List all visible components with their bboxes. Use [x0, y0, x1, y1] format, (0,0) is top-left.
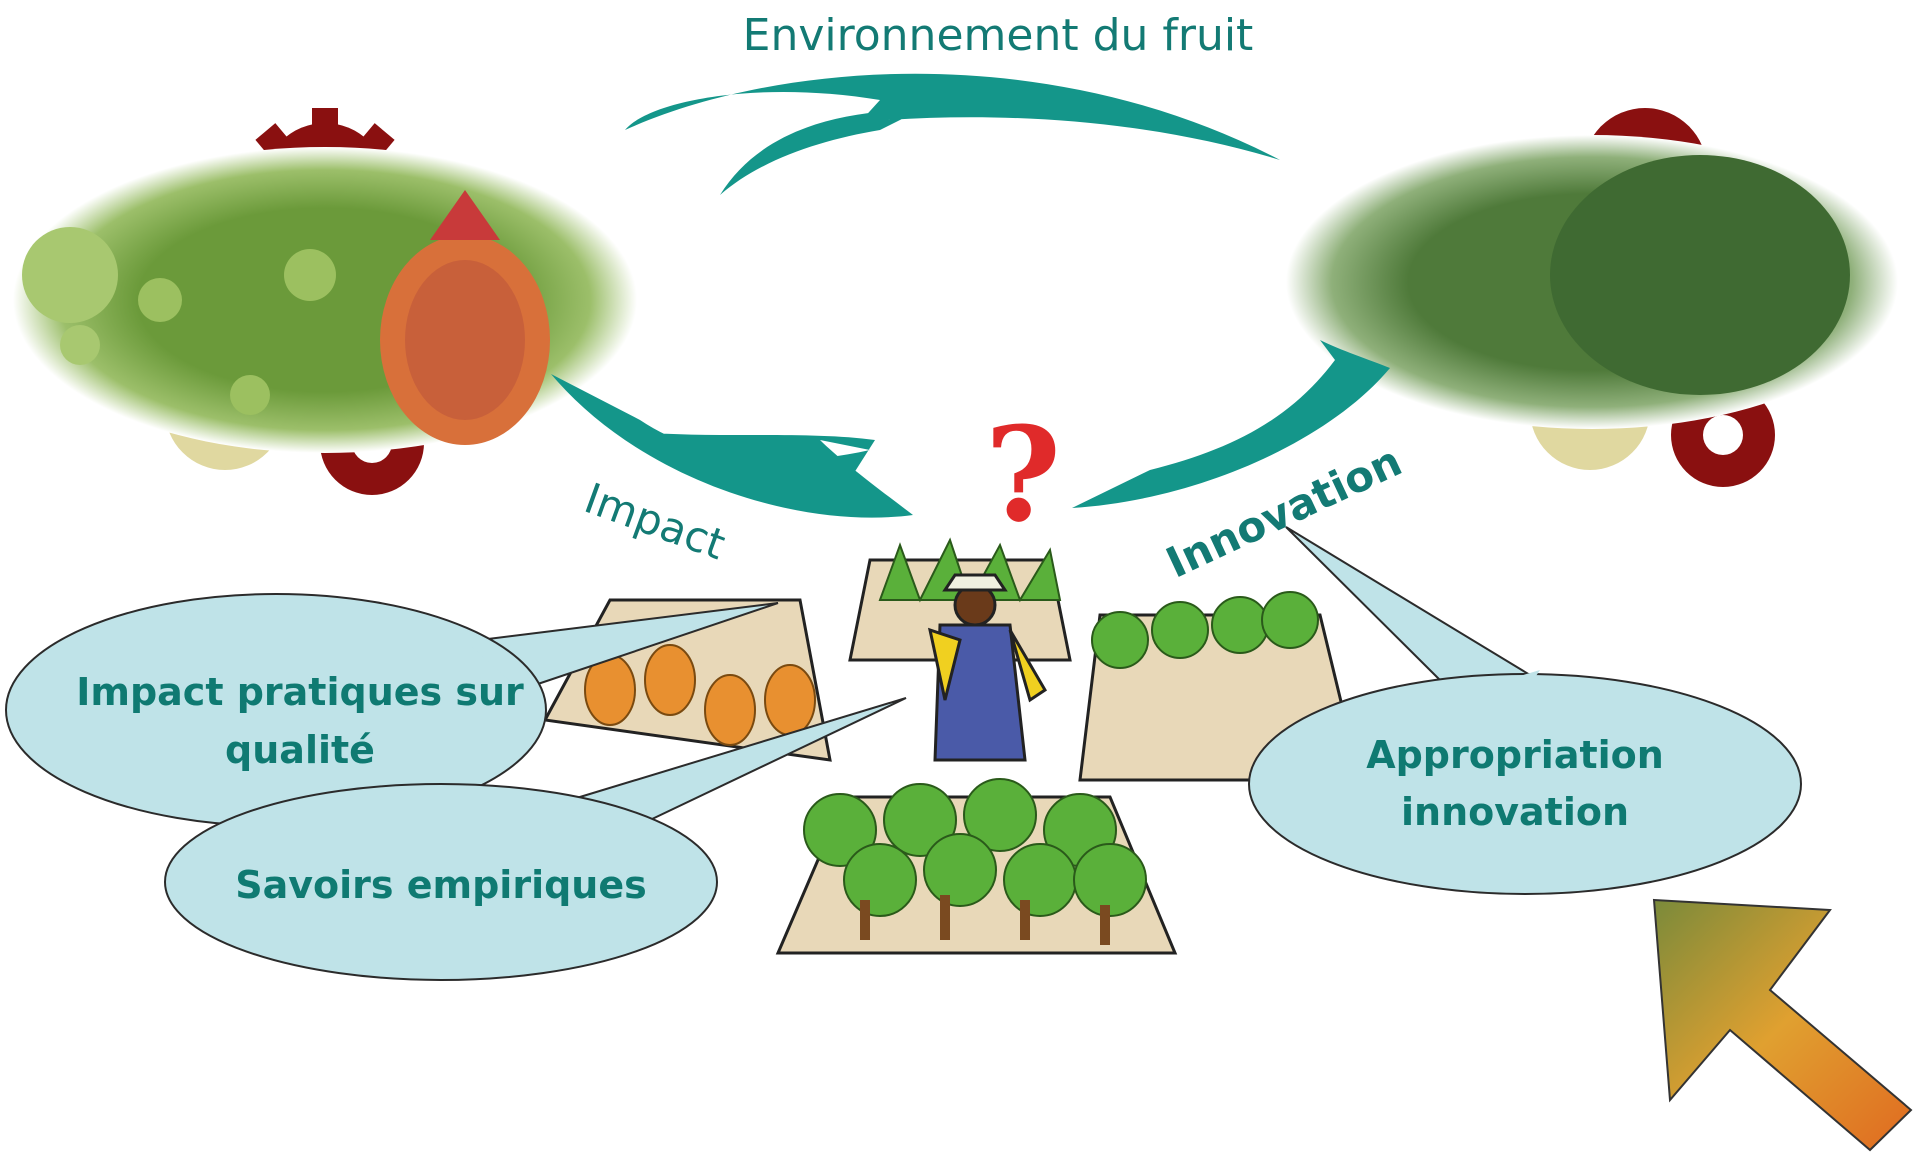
speech-bubble: Savoirs empiriques — [164, 697, 907, 981]
speech-bubble: Appropriation innovation — [1248, 526, 1802, 895]
photo-fruit — [22, 190, 550, 445]
nav-back-arrow[interactable] — [1652, 898, 1913, 1152]
bubble-text: qualité — [225, 728, 375, 772]
question-mark: ? — [985, 398, 1061, 551]
title: Environnement du fruit — [743, 10, 1254, 61]
photo-mango-tree — [1550, 155, 1850, 395]
bubble-text: Savoirs empiriques — [235, 863, 647, 907]
arrow-top — [625, 73, 1280, 195]
bubble-text: Impact pratiques sur — [76, 670, 524, 714]
bubble-text: Appropriation — [1366, 733, 1664, 777]
arrow-left — [551, 374, 913, 518]
arrow-right — [1072, 340, 1390, 508]
speech-bubble: Impact pratiques sur qualité — [5, 593, 779, 827]
bubble-text: innovation — [1401, 790, 1629, 834]
arrow-label: Impact — [578, 474, 731, 570]
